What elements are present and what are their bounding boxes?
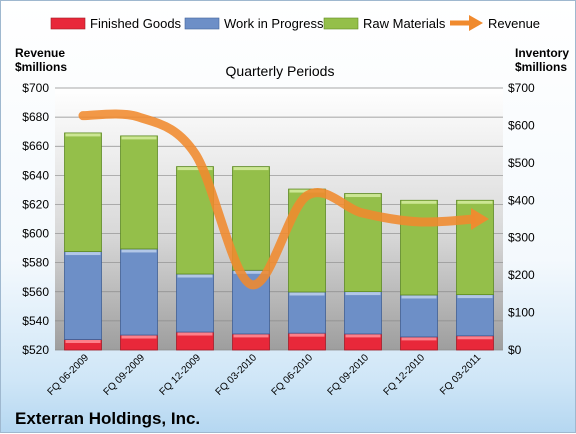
right-tick-label: $100 — [508, 306, 535, 320]
chart-title: Quarterly Periods — [226, 63, 335, 79]
bar-highlight — [402, 295, 437, 298]
category-label: FQ 09-2010 — [326, 352, 372, 398]
category-label: FQ 12-2010 — [382, 352, 428, 398]
left-tick-label: $580 — [22, 256, 49, 270]
bar-raw-materials — [401, 200, 438, 295]
left-axis-title-line1: Revenue — [15, 46, 65, 60]
right-axis-title-line2: $millions — [515, 60, 567, 74]
bar-highlight — [346, 334, 381, 337]
right-axis-ticks: $0 $100 $200 $300 $400 $500 $600 $700 — [508, 81, 535, 357]
bar-highlight — [290, 334, 325, 337]
bar-highlight — [122, 249, 157, 252]
bar-work-in-progress — [345, 292, 382, 334]
right-tick-label: $200 — [508, 268, 535, 282]
left-axis-title-line2: $millions — [15, 60, 67, 74]
legend-label-finished-goods: Finished Goods — [90, 16, 182, 31]
left-tick-label: $640 — [22, 168, 49, 182]
bar-highlight — [290, 292, 325, 295]
bar-highlight — [458, 295, 493, 298]
category-label: FQ 03-2010 — [214, 352, 260, 398]
right-tick-label: $300 — [508, 231, 535, 245]
bar-highlight — [346, 292, 381, 295]
right-tick-label: $0 — [508, 343, 522, 357]
bar-highlight — [234, 334, 269, 337]
left-tick-label: $700 — [22, 81, 49, 95]
bar-work-in-progress — [65, 252, 102, 340]
legend-label-revenue: Revenue — [488, 16, 540, 31]
company-name: Exterran Holdings, Inc. — [15, 409, 200, 428]
bar-work-in-progress — [401, 295, 438, 337]
bar-highlight — [122, 336, 157, 339]
bar-raw-materials — [233, 167, 270, 271]
left-tick-label: $680 — [22, 110, 49, 124]
right-axis-title-line1: Inventory — [515, 46, 569, 60]
left-tick-label: $540 — [22, 314, 49, 328]
bar-highlight — [458, 201, 493, 204]
bar-highlight — [234, 167, 269, 170]
bar-raw-materials — [65, 133, 102, 252]
category-label: FQ 03-2011 — [438, 352, 483, 397]
legend-swatch-raw-materials — [324, 18, 358, 29]
category-label: FQ 06-2009 — [46, 352, 92, 398]
bar-work-in-progress — [121, 249, 158, 335]
bar-raw-materials — [121, 136, 158, 249]
legend-label-raw-materials: Raw Materials — [363, 16, 446, 31]
bar-highlight — [122, 136, 157, 139]
bar-highlight — [402, 201, 437, 204]
bar-highlight — [178, 275, 213, 278]
left-axis-ticks: $520 $540 $560 $580 $600 $620 $640 $660 $680 $700 — [22, 81, 49, 357]
category-label: FQ 06-2010 — [270, 352, 316, 398]
bar-highlight — [402, 337, 437, 340]
bar-work-in-progress — [289, 292, 326, 333]
bar-work-in-progress — [177, 274, 214, 332]
left-tick-label: $520 — [22, 343, 49, 357]
legend-swatch-work-in-progress — [185, 18, 219, 29]
bar-highlight — [66, 252, 101, 255]
left-tick-label: $620 — [22, 197, 49, 211]
right-tick-label: $600 — [508, 118, 535, 132]
bar-highlight — [178, 333, 213, 336]
legend: Finished Goods Work in Progress Raw Mate… — [51, 15, 540, 31]
left-tick-label: $600 — [22, 227, 49, 241]
bar-highlight — [66, 340, 101, 343]
legend-label-work-in-progress: Work in Progress — [224, 16, 324, 31]
legend-swatch-revenue — [450, 15, 483, 31]
right-tick-label: $700 — [508, 81, 535, 95]
category-label: FQ 12-2009 — [158, 352, 204, 398]
bar-highlight — [458, 336, 493, 339]
left-tick-label: $660 — [22, 139, 49, 153]
bar-highlight — [346, 194, 381, 197]
category-label: FQ 09-2009 — [102, 352, 148, 398]
right-tick-label: $400 — [508, 193, 535, 207]
bar-highlight — [66, 133, 101, 136]
legend-swatch-finished-goods — [51, 18, 85, 29]
left-tick-label: $560 — [22, 285, 49, 299]
bar-work-in-progress — [457, 295, 494, 336]
right-tick-label: $500 — [508, 156, 535, 170]
